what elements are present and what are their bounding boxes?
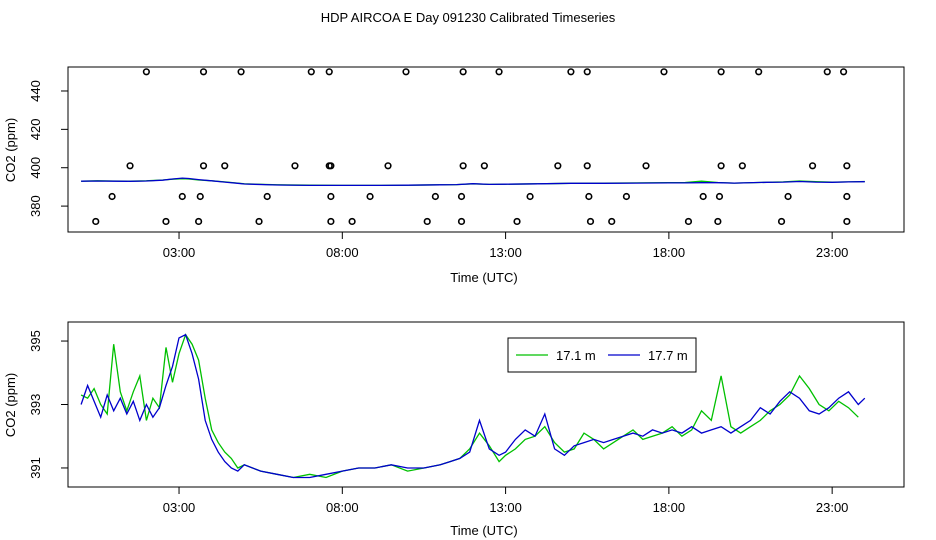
calibration-point — [459, 68, 467, 76]
calibration-point — [808, 162, 817, 170]
calibration-point — [583, 68, 591, 76]
calibration-point — [495, 68, 503, 76]
calibration-point — [554, 162, 562, 170]
calibration-point — [327, 162, 335, 170]
calibration-point — [526, 192, 534, 201]
calibration-point — [583, 162, 591, 170]
calibration-point — [263, 192, 271, 201]
calibration-point — [843, 217, 851, 226]
x-tick-label: 08:00 — [326, 245, 359, 260]
calibration-point — [567, 68, 575, 76]
calibration-point — [755, 68, 763, 76]
calibration-point — [843, 162, 851, 170]
calibration-point — [642, 162, 650, 170]
series-line-17-7-m — [80, 333, 866, 479]
calibration-point — [699, 192, 707, 201]
top-plot-frame — [67, 66, 905, 233]
series-line-17-1-m — [80, 333, 859, 479]
y-tick-label: 395 — [28, 330, 43, 352]
calibration-point — [255, 217, 263, 226]
calibration-point — [513, 217, 521, 226]
calibration-point — [714, 217, 722, 226]
calibration-point — [457, 192, 466, 201]
x-tick-label: 23:00 — [816, 245, 849, 260]
calibration-point — [325, 68, 333, 76]
y-tick-label: 440 — [28, 80, 43, 102]
x-tick-label: 03:00 — [163, 245, 196, 260]
calibration-point — [717, 68, 725, 76]
calibration-point — [431, 192, 439, 201]
legend: 17.1 m 17.7 m — [507, 337, 697, 373]
calibration-point — [92, 217, 100, 226]
calibration-point — [291, 162, 299, 170]
calibration-point — [784, 192, 792, 201]
y-tick-label: 380 — [28, 195, 43, 217]
calibration-point — [142, 68, 150, 76]
legend-label-17-7m: 17.7 m — [648, 348, 688, 363]
calibration-point — [195, 217, 203, 226]
calibration-point — [327, 192, 335, 201]
calibration-point — [221, 162, 229, 170]
calibration-point — [459, 162, 467, 170]
calibration-point — [108, 192, 116, 201]
calibration-point — [366, 192, 374, 201]
y-tick-label: 391 — [28, 457, 43, 479]
calibration-point — [684, 217, 693, 226]
calibration-point — [402, 68, 410, 76]
calibration-point — [162, 217, 170, 226]
calibration-point — [823, 68, 831, 76]
x-tick-label: 13:00 — [489, 245, 522, 260]
calibration-point — [715, 192, 724, 201]
calibration-point — [777, 217, 786, 226]
calibration-point — [608, 217, 616, 226]
top-x-axis-label: Time (UTC) — [450, 270, 517, 285]
y-tick-label: 420 — [28, 119, 43, 141]
calibration-point — [327, 217, 335, 226]
x-tick-label: 18:00 — [653, 500, 686, 515]
calibration-point — [457, 217, 466, 226]
calibration-point — [717, 162, 725, 170]
calibration-point — [199, 162, 208, 170]
calibration-point — [196, 192, 204, 201]
x-tick-label: 23:00 — [816, 500, 849, 515]
x-tick-label: 03:00 — [163, 500, 196, 515]
top-y-axis-label: CO2 (ppm) — [3, 118, 18, 182]
calibration-point — [660, 68, 668, 76]
calibration-point — [199, 68, 208, 76]
y-tick-label: 400 — [28, 157, 43, 179]
calibration-point — [178, 192, 186, 201]
calibration-point — [307, 68, 315, 76]
series-line-17-7-m — [81, 177, 865, 187]
calibration-point — [738, 162, 746, 170]
calibration-point — [586, 217, 595, 226]
calibration-point — [585, 192, 593, 201]
y-tick-label: 393 — [28, 394, 43, 416]
calibration-point — [384, 162, 392, 170]
x-tick-label: 18:00 — [653, 245, 686, 260]
calibration-point — [423, 217, 431, 226]
legend-label-17-1m: 17.1 m — [556, 348, 596, 363]
calibration-point — [843, 192, 851, 201]
x-tick-label: 13:00 — [489, 500, 522, 515]
calibration-point — [237, 68, 245, 76]
top-panel: 380 400 420 440 03:00 08:00 13:00 18:00 23:00 T… — [3, 66, 905, 285]
bottom-y-axis-label: CO2 (ppm) — [3, 373, 18, 437]
bottom-panel: 391 393 395 03:00 08:00 13:00 18:00 23:00 Time… — [3, 321, 905, 538]
calibration-point — [622, 192, 631, 201]
calibration-point — [839, 68, 848, 76]
bottom-x-axis-label: Time (UTC) — [450, 523, 517, 538]
calibration-point — [480, 162, 488, 170]
calibration-point — [348, 217, 356, 226]
x-tick-label: 08:00 — [326, 500, 359, 515]
chart-title: HDP AIRCOA E Day 091230 Calibrated Times… — [321, 10, 616, 25]
calibration-point — [126, 162, 134, 170]
